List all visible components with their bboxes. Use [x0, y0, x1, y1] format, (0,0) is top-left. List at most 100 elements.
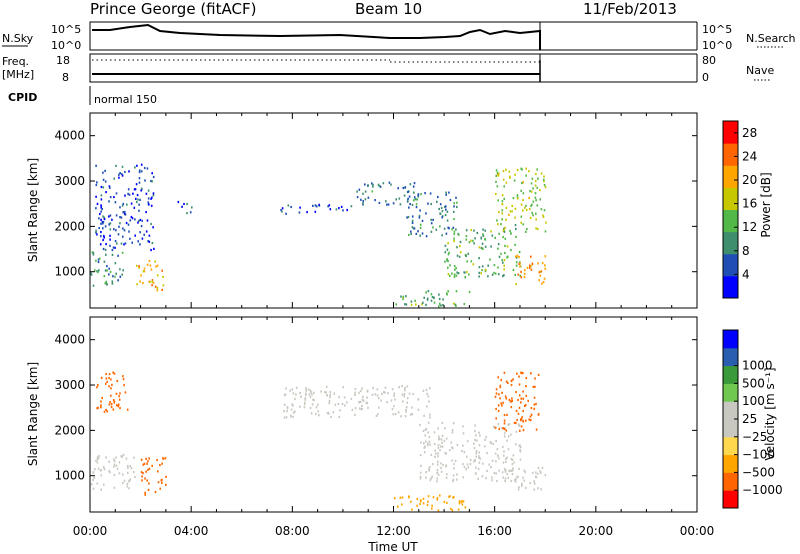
echo-cell — [504, 237, 507, 240]
echo-cell — [436, 480, 438, 483]
echo-cell — [497, 409, 500, 413]
echo-cell — [509, 229, 511, 232]
echo-cell — [109, 228, 112, 231]
power-colorbar-label: Power [dB] — [759, 172, 773, 237]
echo-cell — [495, 417, 497, 420]
velocity-colorbar-swatch — [723, 490, 738, 509]
echo-cell — [537, 177, 539, 180]
echo-cell — [535, 227, 537, 230]
echo-cell — [320, 390, 322, 393]
echo-cell — [95, 195, 97, 198]
echo-cell — [341, 402, 344, 405]
echo-cell — [378, 406, 380, 409]
echo-cell — [133, 471, 135, 474]
echo-cell — [397, 411, 400, 414]
echo-cell — [430, 230, 433, 233]
echo-cell — [506, 439, 508, 442]
echo-cell — [495, 388, 498, 391]
echo-cell — [406, 385, 409, 388]
echo-cell — [411, 413, 413, 416]
echo-cell — [510, 457, 513, 461]
echo-cell — [374, 393, 377, 396]
echo-cell — [453, 237, 455, 240]
echo-cell — [537, 262, 539, 265]
echo-cell — [103, 216, 105, 219]
echo-cell — [361, 404, 363, 407]
time-axis: 00:00 04:00 08:00 12:00 16:00 20:00 00:00 — [73, 524, 715, 538]
echo-cell — [485, 436, 487, 439]
echo-cell — [138, 177, 141, 180]
echo-cell — [446, 259, 448, 262]
echo-cell — [433, 442, 436, 446]
echo-cell — [495, 460, 497, 463]
echo-cell — [530, 190, 533, 193]
echo-cell — [292, 411, 295, 414]
velocity-colorbar-swatch — [723, 401, 738, 420]
echo-cell — [522, 409, 524, 413]
power-colorbar-swatch — [723, 275, 738, 299]
echo-cell — [410, 303, 413, 306]
echo-cell — [533, 407, 536, 410]
echo-cell — [529, 419, 532, 422]
echo-cell — [299, 206, 301, 209]
echo-cell — [299, 405, 301, 408]
echo-cell — [417, 195, 420, 198]
echo-cell — [500, 252, 502, 255]
echo-cell — [122, 378, 125, 381]
echo-cell — [92, 253, 95, 256]
echo-cell — [115, 464, 118, 467]
echo-cell — [521, 484, 523, 487]
echo-cell — [134, 218, 136, 221]
echo-cell — [96, 202, 99, 205]
echo-cell — [533, 480, 535, 483]
echo-cell — [468, 290, 471, 294]
echo-cell — [96, 456, 99, 459]
velocity-colorbar-swatch — [723, 454, 738, 473]
echo-cell — [448, 274, 451, 277]
echo-cell — [453, 202, 455, 205]
echo-cell — [446, 258, 448, 261]
echo-cell — [382, 182, 385, 185]
echo-cell — [102, 222, 104, 225]
echo-cell — [134, 234, 136, 237]
velocity-colorbar: 1000 500 100 25 −25 −100 −500 −1000 — [722, 329, 783, 509]
echo-cell — [386, 401, 388, 404]
echo-cell — [125, 457, 128, 460]
echo-cell — [448, 191, 450, 194]
velocity-panel: 4000 3000 2000 1000 Slant Range [km] 1000 50… — [26, 316, 783, 513]
echo-cell — [479, 457, 482, 460]
echo-cell — [418, 216, 421, 219]
echo-cell — [502, 229, 505, 233]
echo-cell — [376, 388, 379, 391]
echo-cell — [144, 491, 146, 494]
echo-cell — [525, 204, 527, 207]
echo-cell — [544, 264, 546, 267]
echo-cell — [403, 194, 406, 197]
echo-cell — [408, 206, 410, 209]
echo-cell — [443, 227, 446, 230]
echo-cell — [532, 187, 534, 190]
echo-cell — [444, 251, 447, 254]
echo-cell — [115, 214, 118, 217]
echo-cell — [137, 221, 139, 224]
echo-cell — [534, 196, 537, 199]
echo-cell — [498, 457, 500, 460]
echo-cell — [497, 243, 500, 246]
echo-cell — [90, 483, 93, 486]
echo-cell — [463, 466, 466, 469]
echo-cell — [539, 274, 542, 277]
echo-cell — [501, 259, 503, 262]
echo-cell — [503, 432, 506, 435]
echo-cell — [143, 267, 146, 270]
echo-cell — [445, 193, 447, 196]
echo-cell — [90, 273, 93, 276]
echo-cell — [101, 207, 103, 211]
echo-cell — [422, 429, 425, 433]
echo-cell — [427, 202, 429, 205]
echo-cell — [365, 401, 368, 404]
echo-cell — [525, 394, 528, 397]
echo-cell — [451, 509, 454, 512]
echo-cell — [445, 464, 448, 467]
echo-cell — [106, 380, 109, 383]
echo-cell — [515, 443, 517, 446]
